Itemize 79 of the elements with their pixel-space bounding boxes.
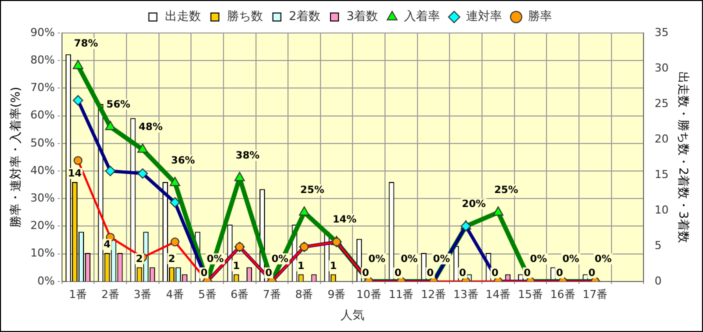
data-label: 25%: [300, 184, 324, 196]
x-tick-label: 14番: [486, 288, 511, 301]
x-tick-label: 13番: [453, 288, 478, 301]
data-label: 0: [362, 268, 370, 279]
legend-label: 勝ち数: [226, 9, 263, 24]
data-label: 20%: [462, 198, 486, 210]
data-label: 0: [200, 268, 208, 279]
y2-tick-label: 10: [654, 203, 669, 216]
legend-label: 勝率: [528, 9, 552, 24]
y-tick-label: 90%: [30, 26, 55, 39]
y-tick-label: 50%: [30, 136, 55, 150]
data-label: 0%: [368, 254, 386, 265]
data-label: 38%: [236, 150, 260, 162]
x-tick-label: 9番: [328, 288, 346, 301]
data-label: 0: [459, 268, 466, 279]
data-label: 0: [491, 268, 498, 279]
y2-tick-label: 30: [654, 61, 669, 74]
data-label: 0: [556, 268, 564, 279]
x-tick-label: 6番: [230, 288, 249, 301]
x-tick-label: 8番: [295, 288, 314, 301]
data-label: 1: [298, 260, 305, 272]
data-label: 14: [68, 168, 82, 180]
y2-tick-label: 5: [654, 238, 662, 252]
data-label: 0%: [271, 254, 288, 265]
y2-tick-label: 0: [654, 274, 662, 288]
data-label: 36%: [171, 155, 195, 166]
x-tick-label: 15番: [518, 288, 543, 301]
data-label: 2: [136, 254, 143, 265]
y-axis-title: 勝率・連対率・入着率(%): [8, 86, 22, 228]
y-tick-label: 60%: [30, 108, 55, 122]
y2-tick-label: 20: [654, 132, 669, 146]
data-label: 14%: [332, 214, 357, 226]
data-label: 0%: [206, 254, 224, 265]
data-label: 0%: [530, 254, 547, 265]
data-label: 1: [232, 260, 240, 272]
data-label: 1: [330, 260, 337, 272]
legend-label: 2着数: [288, 9, 321, 24]
data-label: 0: [524, 268, 531, 279]
y-tick-label: 70%: [30, 81, 55, 94]
y2-tick-label: 35: [654, 26, 669, 39]
y2-axis-title: 出走数・勝ち数・2着数・3着数: [676, 72, 691, 243]
x-tick-label: 3番: [134, 288, 152, 301]
data-label: 78%: [74, 38, 98, 50]
data-label: 4: [104, 240, 111, 251]
data-label: 48%: [138, 122, 163, 134]
data-label: 0%: [433, 254, 450, 265]
y2-tick-label: 15: [654, 168, 669, 181]
y-tick-label: 10%: [30, 246, 55, 260]
data-label: 0%: [594, 254, 612, 265]
data-label: 0: [265, 268, 272, 279]
x-tick-label: 16番: [550, 288, 576, 301]
y2-tick-label: 25: [654, 96, 669, 110]
data-label: 0: [426, 268, 434, 279]
data-label: 0%: [562, 254, 580, 265]
x-tick-label: 7番: [262, 288, 281, 301]
x-tick-label: 10番: [356, 288, 382, 301]
data-label: 0: [394, 268, 402, 279]
x-tick-label: 1番: [69, 288, 88, 301]
legend-label: 出走数: [164, 9, 201, 24]
y-tick-label: 80%: [30, 53, 55, 66]
data-label: 56%: [106, 99, 130, 110]
x-tick-label: 4番: [166, 288, 184, 301]
data-label: 0: [588, 268, 596, 279]
legend-label: 入着率: [404, 9, 440, 24]
y-tick-label: 20%: [30, 219, 55, 232]
data-label: 0%: [400, 254, 418, 265]
y-tick-label: 0%: [37, 274, 55, 288]
data-label: 25%: [494, 184, 518, 196]
x-tick-label: 17番: [582, 288, 608, 301]
x-axis-title: 人気: [340, 308, 365, 322]
x-tick-label: 5番: [198, 288, 216, 301]
legend-label: 3着数: [346, 9, 378, 24]
legend-label: 連対率: [466, 9, 502, 24]
y-tick-label: 40%: [30, 164, 55, 177]
x-tick-label: 12番: [421, 288, 446, 301]
y-tick-label: 30%: [30, 191, 55, 204]
x-tick-label: 2番: [101, 288, 120, 301]
data-label: 2: [168, 254, 176, 265]
x-tick-label: 11番: [388, 288, 414, 301]
